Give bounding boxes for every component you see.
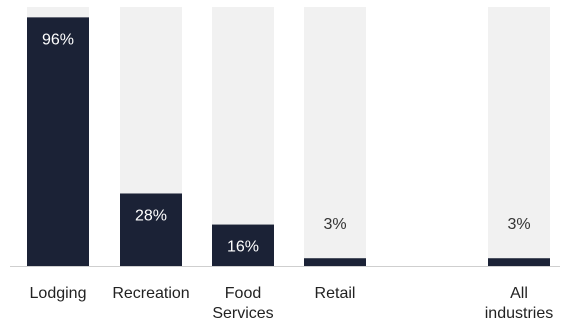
category-label: All [510,285,528,302]
value-label: 28% [135,207,167,224]
category-label: Food [225,285,261,302]
bar-track [488,7,550,266]
category-label: Retail [315,285,356,302]
category-label: Lodging [30,285,87,302]
category-labels: Lodging Recreation Food Services Retail All in… [30,285,554,322]
bar-tracks [27,7,550,266]
bar [120,193,182,266]
bar-track [304,7,366,266]
bar [488,258,550,266]
category-label: Recreation [112,285,189,302]
bar [27,17,89,266]
value-label: 96% [42,31,74,48]
value-label: 3% [507,216,530,233]
value-label: 3% [323,216,346,233]
bar-track [212,7,274,266]
bar [304,258,366,266]
value-label: 16% [227,239,259,256]
category-label: industries [485,305,553,322]
bar [212,224,274,266]
bars [27,17,550,266]
value-labels: 96% 28% 16% 3% 3% [42,31,531,255]
category-label: Services [212,305,273,322]
